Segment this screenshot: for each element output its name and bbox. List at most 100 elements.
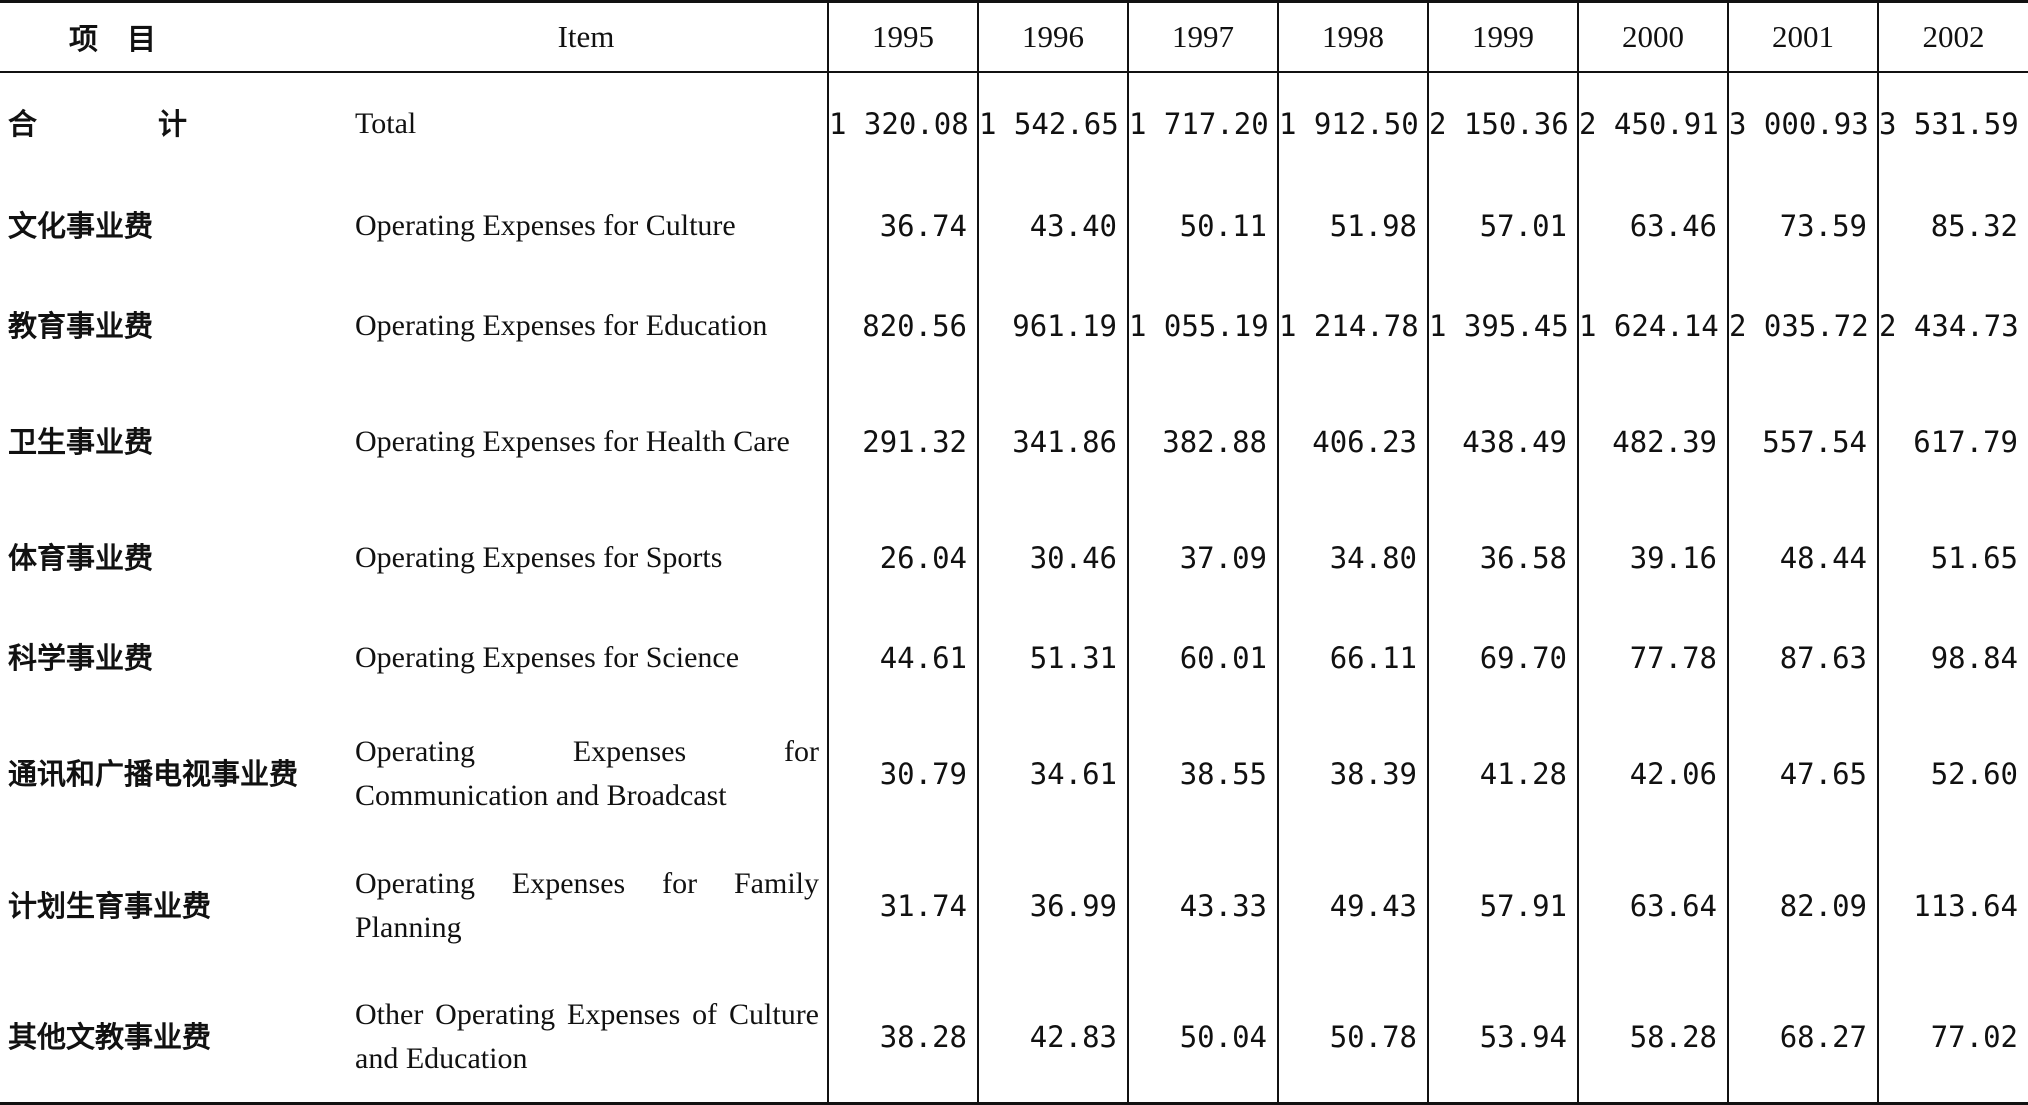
table-cell: 43.33: [1127, 839, 1278, 972]
row-label-en: Operating Expenses for Communication and…: [355, 734, 819, 812]
table-cell: 38.39: [1277, 707, 1428, 840]
row-label-en: Operating Expenses for Science: [355, 640, 740, 674]
row-label-zh: 卫生事业费: [8, 424, 154, 459]
table-row: 文化事业费 Operating Expenses for Culture 36.…: [0, 175, 2028, 276]
table-cell: 30.79: [827, 707, 978, 840]
table-cell: 77.02: [1877, 971, 2028, 1105]
table-cell: 68.27: [1727, 971, 1878, 1105]
table-cell: 3 000.93: [1727, 71, 1878, 176]
table-cell: 48.44: [1727, 507, 1878, 608]
table-row: 教育事业费 Operating Expenses for Education 8…: [0, 275, 2028, 376]
header-year: 2000: [1577, 0, 1728, 73]
table-cell: 42.06: [1577, 707, 1728, 840]
row-label-en: Other Operating Expenses of Culture and …: [345, 971, 828, 1105]
header-year: 2001: [1727, 0, 1878, 73]
table-row: 计划生育事业费 Operating Expenses for Family Pl…: [0, 839, 2028, 972]
row-label-zh: 合 计: [8, 107, 234, 141]
table-cell: 41.28: [1427, 707, 1578, 840]
table-cell: 38.55: [1127, 707, 1278, 840]
table-cell: 1 717.20: [1127, 71, 1278, 176]
table-row: 其他文教事业费 Other Operating Expenses of Cult…: [0, 971, 2028, 1105]
header-item-en: Item: [345, 0, 828, 73]
table-cell: 57.91: [1427, 839, 1578, 972]
table-cell: 98.84: [1877, 607, 2028, 708]
table-cell: 438.49: [1427, 375, 1578, 508]
table-cell: 2 434.73: [1877, 275, 2028, 376]
row-label-zh: 文化事业费: [8, 208, 154, 243]
row-label-zh: 体育事业费: [8, 540, 154, 575]
table-cell: 87.63: [1727, 607, 1878, 708]
row-label-en: Operating Expenses for Culture: [355, 208, 736, 242]
table-cell: 50.78: [1277, 971, 1428, 1105]
table-cell: 77.78: [1577, 607, 1728, 708]
row-label-en: Operating Expenses for Education: [355, 308, 768, 342]
table-cell: 42.83: [977, 971, 1128, 1105]
table-cell: 39.16: [1577, 507, 1728, 608]
row-label-en: Operating Expenses for Sports: [355, 540, 723, 574]
table-cell: 30.46: [977, 507, 1128, 608]
table-cell: 69.70: [1427, 607, 1578, 708]
table-cell: 617.79: [1877, 375, 2028, 508]
table-cell: 406.23: [1277, 375, 1428, 508]
table-cell: 82.09: [1727, 839, 1878, 972]
table-cell: 2 150.36: [1427, 71, 1578, 176]
table-cell: 51.31: [977, 607, 1128, 708]
table-cell: 49.43: [1277, 839, 1428, 972]
table-cell: 34.61: [977, 707, 1128, 840]
table-cell: 961.19: [977, 275, 1128, 376]
row-label-en: Operating Expenses for Family Planning: [355, 866, 819, 944]
table-cell: 3 531.59: [1877, 71, 2028, 176]
table-cell: 113.64: [1877, 839, 2028, 972]
table-cell: 1 395.45: [1427, 275, 1578, 376]
table-cell: 73.59: [1727, 175, 1878, 276]
table-cell: 37.09: [1127, 507, 1278, 608]
table-row: 卫生事业费 Operating Expenses for Health Care…: [0, 375, 2028, 508]
header-year: 1999: [1427, 0, 1578, 73]
table-cell: 31.74: [827, 839, 978, 972]
table-cell: 291.32: [827, 375, 978, 508]
table-cell: 2 450.91: [1577, 71, 1728, 176]
table-cell: 57.01: [1427, 175, 1578, 276]
header-year: 1996: [977, 0, 1128, 73]
table-cell: 44.61: [827, 607, 978, 708]
row-label-zh: 其他文教事业费: [0, 971, 345, 1105]
table-cell: 51.98: [1277, 175, 1428, 276]
table-cell: 63.64: [1577, 839, 1728, 972]
table-cell: 36.99: [977, 839, 1128, 972]
table-cell: 36.74: [827, 175, 978, 276]
table-cell: 2 035.72: [1727, 275, 1878, 376]
table-cell: 1 542.65: [977, 71, 1128, 176]
table-cell: 1 214.78: [1277, 275, 1428, 376]
table-cell: 382.88: [1127, 375, 1278, 508]
table-row: 体育事业费 Operating Expenses for Sports 26.0…: [0, 507, 2028, 608]
table-row: 通讯和广播电视事业费 Operating Expenses for Commun…: [0, 707, 2028, 840]
header-year: 1998: [1277, 0, 1428, 73]
header-row: 项 目 Item 1995 1996 1997 1998 1999 2000 2…: [0, 0, 2028, 73]
table-cell: 1 912.50: [1277, 71, 1428, 176]
table-cell: 1 624.14: [1577, 275, 1728, 376]
table-cell: 1 055.19: [1127, 275, 1278, 376]
table-row: 科学事业费 Operating Expenses for Science 44.…: [0, 607, 2028, 708]
table-cell: 51.65: [1877, 507, 2028, 608]
row-label-zh: 科学事业费: [8, 640, 154, 675]
table-cell: 58.28: [1577, 971, 1728, 1105]
table-cell: 43.40: [977, 175, 1128, 276]
table-cell: 26.04: [827, 507, 978, 608]
row-label-en: Total: [355, 107, 417, 140]
table-cell: 557.54: [1727, 375, 1878, 508]
header-item-zh: 项 目: [0, 0, 345, 73]
row-label-zh: 教育事业费: [8, 308, 154, 343]
row-label-zh: 计划生育事业费: [8, 888, 212, 923]
table-cell: 38.28: [827, 971, 978, 1105]
header-year: 1997: [1127, 0, 1278, 73]
table-cell: 63.46: [1577, 175, 1728, 276]
table-cell: 820.56: [827, 275, 978, 376]
header-year: 2002: [1877, 0, 2028, 73]
table-cell: 34.80: [1277, 507, 1428, 608]
row-label-zh: 通讯和广播电视事业费: [8, 756, 299, 791]
table-cell: 1 320.08: [827, 71, 978, 176]
table-cell: 85.32: [1877, 175, 2028, 276]
table-cell: 47.65: [1727, 707, 1878, 840]
header-year: 1995: [827, 0, 978, 73]
